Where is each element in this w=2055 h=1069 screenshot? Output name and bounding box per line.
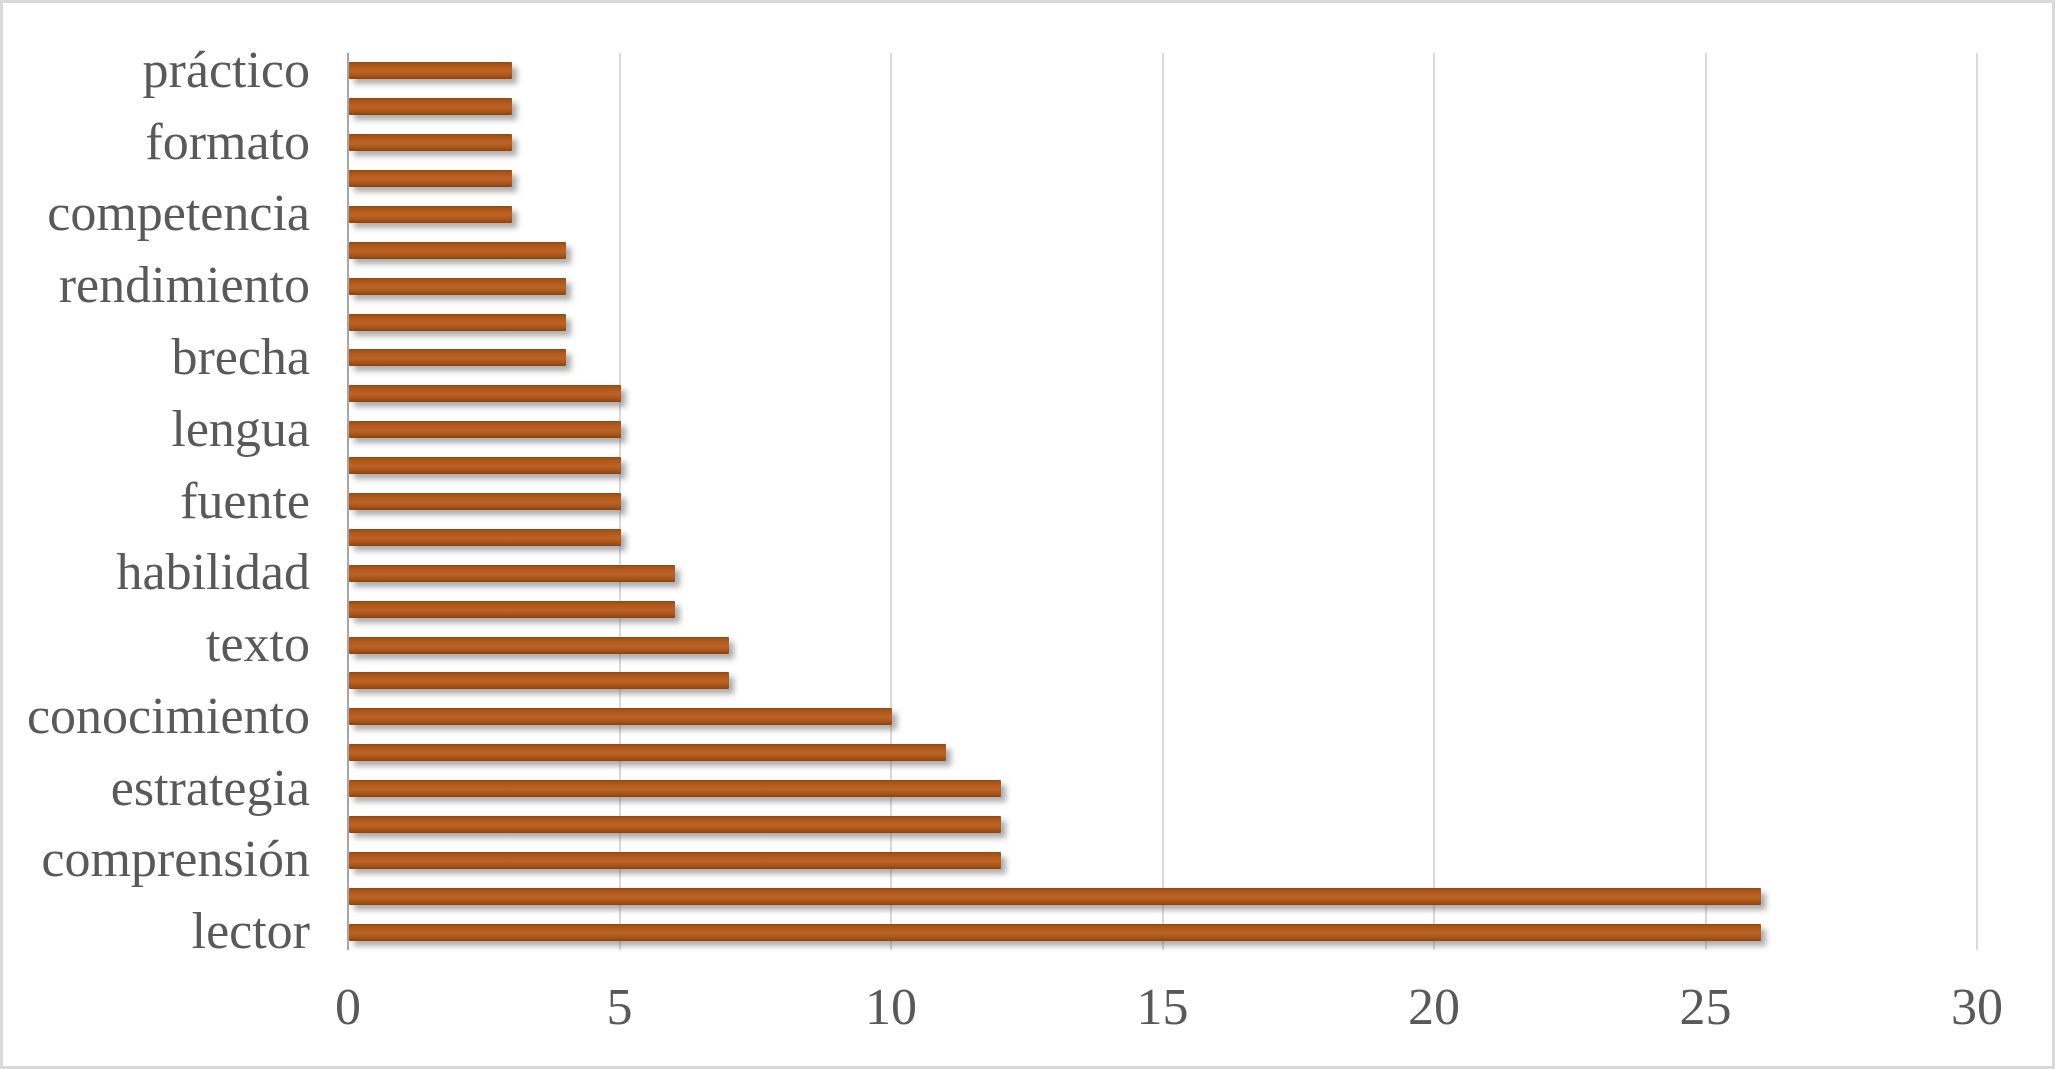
x-axis-tick-label: 10: [865, 979, 917, 1036]
category-label: fuente: [180, 472, 310, 530]
bar: [349, 170, 512, 188]
category-label: brecha: [171, 328, 310, 386]
category-label: texto: [206, 616, 310, 674]
bar: [349, 744, 947, 762]
bar: [349, 134, 512, 152]
bar: [349, 421, 621, 439]
bar: [349, 708, 892, 726]
category-label: conocimiento: [26, 687, 310, 745]
bar: [349, 600, 675, 618]
bar: [349, 636, 730, 654]
category-label: competencia: [47, 185, 310, 243]
category-label: rendimiento: [58, 257, 310, 315]
bar: [349, 493, 621, 510]
bar: [349, 457, 621, 475]
category-label: habilidad: [116, 544, 310, 602]
x-axis-tick-label: 30: [1951, 979, 2003, 1036]
x-axis-tick-label: 15: [1136, 979, 1189, 1036]
category-label: estrategia: [110, 759, 310, 817]
vertical-gridline: [1433, 53, 1435, 950]
vertical-gridline: [890, 53, 892, 950]
bar: [349, 62, 512, 80]
bar: [349, 528, 621, 546]
bar: [349, 98, 512, 116]
category-label: lector: [191, 903, 310, 961]
bar: [349, 851, 1001, 869]
x-axis-tick-label: 25: [1679, 979, 1732, 1036]
bar: [349, 241, 567, 259]
y-axis-line: [347, 53, 349, 950]
bar: [349, 887, 1761, 905]
bar: [349, 672, 730, 690]
bar: [349, 277, 567, 295]
x-axis-tick-label: 20: [1408, 979, 1460, 1036]
category-label: lengua: [171, 400, 310, 458]
x-axis-tick-label: 5: [606, 979, 633, 1036]
bar: [349, 815, 1001, 833]
category-label: comprensión: [41, 831, 310, 889]
bar: [349, 205, 512, 223]
vertical-gridline: [1976, 53, 1978, 950]
category-label: práctico: [142, 41, 310, 99]
category-label: formato: [145, 113, 310, 171]
vertical-gridline: [1161, 53, 1164, 950]
bar: [349, 385, 621, 403]
bar: [349, 780, 1001, 798]
bar: [349, 349, 567, 367]
bar: [349, 923, 1761, 941]
bar: [349, 564, 675, 582]
bar: [349, 313, 567, 331]
x-axis-tick-label: 0: [335, 979, 361, 1036]
vertical-gridline: [1704, 53, 1707, 950]
